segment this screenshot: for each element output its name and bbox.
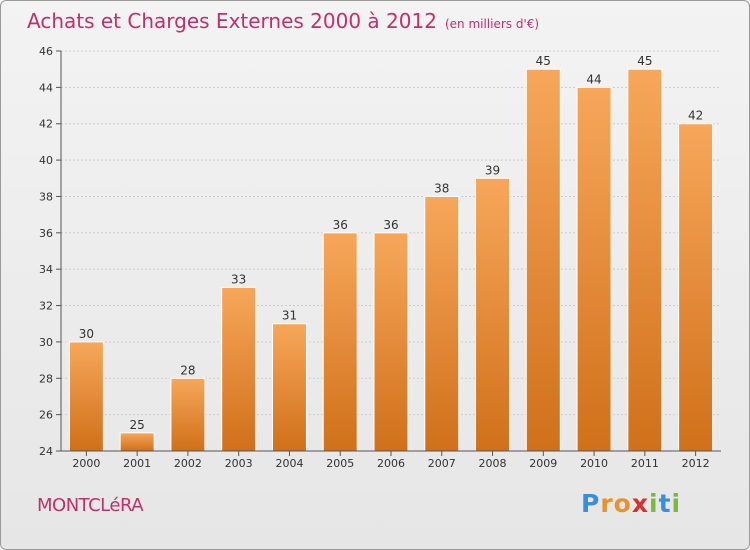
y-tick-label: 28 (39, 372, 53, 385)
data-label: 39 (485, 163, 500, 177)
x-tick-label: 2001 (123, 457, 151, 470)
chart-title-text: Achats et Charges Externes 2000 à 2012 (27, 9, 437, 33)
x-tick-label: 2012 (682, 457, 710, 470)
y-tick-label: 46 (39, 45, 53, 58)
labels: 24 26 28 30 32 34 36 38 40 42 44 46 30 2000 25 2001 28 20… (39, 45, 710, 470)
axes (56, 50, 721, 456)
bar (475, 177, 511, 452)
x-tick-label: 2010 (580, 457, 608, 470)
data-label: 45 (637, 54, 652, 68)
chart-title: Achats et Charges Externes 2000 à 2012 (e… (27, 9, 539, 33)
data-label: 36 (383, 218, 398, 232)
y-tick-label: 40 (39, 154, 53, 167)
data-label: 28 (180, 363, 195, 377)
bar (119, 432, 155, 452)
data-label: 31 (282, 309, 297, 323)
data-label: 33 (231, 272, 246, 286)
x-tick-label: 2007 (428, 457, 456, 470)
y-tick-label: 24 (39, 445, 53, 458)
x-tick-label: 2002 (174, 457, 202, 470)
x-tick-label: 2005 (326, 457, 354, 470)
y-tick-label: 26 (39, 409, 53, 422)
city-name: MONTCLéRA (37, 495, 144, 516)
x-tick-label: 2006 (377, 457, 405, 470)
bar (373, 232, 409, 452)
data-label: 44 (586, 72, 601, 86)
bar (576, 86, 612, 452)
proxiti-logo[interactable]: Proxiti (581, 489, 682, 518)
data-label: 45 (536, 54, 551, 68)
y-tick-label: 38 (39, 190, 53, 203)
bar (68, 341, 104, 452)
x-tick-label: 2008 (479, 457, 507, 470)
bar (424, 195, 460, 452)
bar (627, 68, 663, 452)
x-tick-label: 2004 (275, 457, 303, 470)
chart-subtitle: (en milliers d'€) (444, 17, 540, 31)
bars (68, 68, 714, 452)
bar (221, 286, 257, 452)
y-tick-label: 32 (39, 300, 53, 313)
y-tick-label: 34 (39, 263, 53, 276)
y-tick-label: 42 (39, 118, 53, 131)
bar (678, 123, 714, 452)
bar (271, 323, 307, 452)
data-label: 25 (130, 418, 145, 432)
y-tick-label: 36 (39, 227, 53, 240)
data-label: 36 (333, 218, 348, 232)
data-label: 42 (688, 109, 703, 123)
data-label: 30 (79, 327, 94, 341)
bar (525, 68, 561, 452)
y-tick-label: 44 (39, 81, 53, 94)
bar (322, 232, 358, 452)
data-label: 38 (434, 181, 449, 195)
x-tick-label: 2009 (529, 457, 557, 470)
x-tick-label: 2003 (225, 457, 253, 470)
y-tick-label: 30 (39, 336, 53, 349)
x-tick-label: 2000 (72, 457, 100, 470)
bar (170, 377, 206, 452)
x-tick-label: 2011 (631, 457, 659, 470)
